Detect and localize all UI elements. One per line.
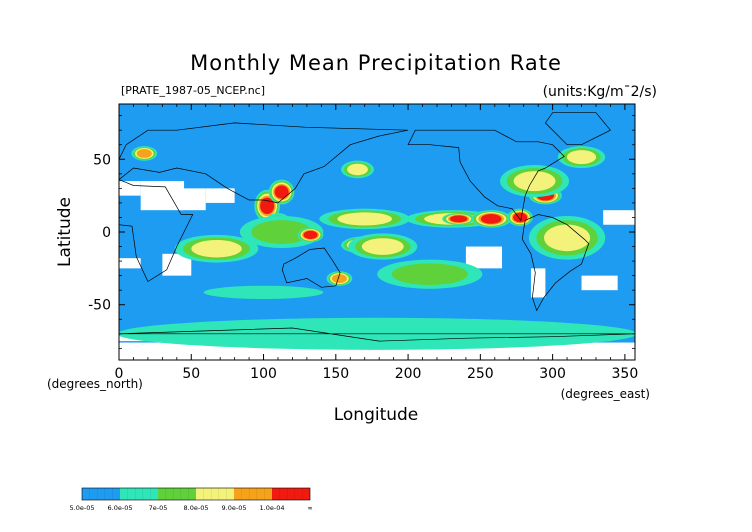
x-tick-label: 250 [467, 366, 494, 382]
y-tick-label: -50 [88, 298, 111, 314]
x-tick-label: 150 [322, 366, 349, 382]
x-axis-title: Longitude [334, 405, 419, 425]
missing-data-region [603, 210, 635, 225]
colorbar-label: 1.0e-04 [260, 504, 285, 512]
precipitation-map [119, 104, 635, 360]
coastline-outlines [119, 112, 635, 342]
missing-data-region [179, 188, 206, 211]
y-tick-label: 0 [102, 225, 111, 241]
coastline-path [281, 247, 341, 288]
x-tick-label: 200 [395, 366, 422, 382]
y-axis-title: Latitude [55, 197, 75, 267]
missing-data-region [119, 181, 141, 196]
precip-contour-level-1 [203, 285, 324, 299]
x-unit-label: (degrees_east) [561, 387, 650, 401]
coastline-path [119, 327, 635, 342]
y-unit-label: (degrees_north) [47, 377, 143, 391]
y-tick-label: 50 [93, 152, 111, 168]
precip-contour-level-3 [337, 212, 393, 226]
precip-contour-level-3 [566, 150, 597, 165]
precip-contour-level-5 [480, 214, 502, 224]
colorbar-frame [81, 487, 311, 501]
x-axis-ticks: 0 50 100 150 200 250 300 350 [115, 104, 639, 382]
precip-contour-level-5 [303, 230, 318, 240]
missing-data-region [465, 246, 503, 269]
precip-contour-level-5 [274, 185, 289, 199]
missing-data-region [140, 181, 185, 211]
colorbar-label: 8.0e-05 [184, 504, 209, 512]
colorbar-label: 5.0e-05 [70, 504, 95, 512]
missing-data-region [530, 268, 546, 298]
colorbar-swatch [272, 488, 310, 500]
chart-title: Monthly Mean Precipitation Rate [190, 51, 562, 75]
missing-data-region [205, 188, 235, 203]
precip-contour-level-3 [347, 163, 368, 176]
colorbar: 5.0e-05 6.0e-05 7e-05 8.0e-05 9.0e-05 1.0e-04… [70, 487, 313, 512]
precip-contour-level-4 [136, 148, 152, 158]
precip-contour-level-3 [513, 171, 556, 192]
coastline-path [521, 214, 590, 312]
precip-contour-level-5 [449, 215, 468, 223]
x-tick-label: 50 [182, 366, 200, 382]
coastline-path [544, 112, 611, 146]
colorbar-swatch [234, 488, 272, 500]
missing-data-region [581, 275, 618, 291]
file-label: [PRATE_1987-05_NCEP.nc] [121, 84, 265, 97]
precip-contour-level-3 [191, 240, 242, 258]
x-tick-label: 100 [250, 366, 277, 382]
precip-contour-level-3 [543, 224, 591, 252]
colorbar-label: 6.0e-05 [108, 504, 133, 512]
colorbar-swatch [158, 488, 196, 500]
coastline-path [119, 179, 194, 283]
x-tick-label: 0 [115, 366, 124, 382]
x-tick-label: 300 [539, 366, 566, 382]
colorbar-swatch [196, 488, 234, 500]
coastline-path [407, 129, 565, 222]
y-axis-ticks: 50 0 -50 [88, 115, 635, 349]
colorbar-swatch [120, 488, 158, 500]
precip-contour-level-4 [331, 274, 347, 284]
coastline-path [119, 122, 409, 204]
x-tick-label: 350 [612, 366, 639, 382]
precip-contour-level-3 [361, 238, 404, 255]
missing-data-region [119, 258, 141, 269]
colorbar-label: ∞ [307, 504, 312, 512]
colorbar-swatch [82, 488, 120, 500]
colorbar-label: 9.0e-05 [222, 504, 247, 512]
colorbar-label: 7e-05 [149, 504, 168, 512]
missing-data-region [162, 253, 192, 276]
units-label: (units:Kg/m¯2/s) [543, 84, 657, 100]
precip-contour-level-2 [391, 263, 468, 285]
precip-contour-level-2 [251, 220, 312, 244]
